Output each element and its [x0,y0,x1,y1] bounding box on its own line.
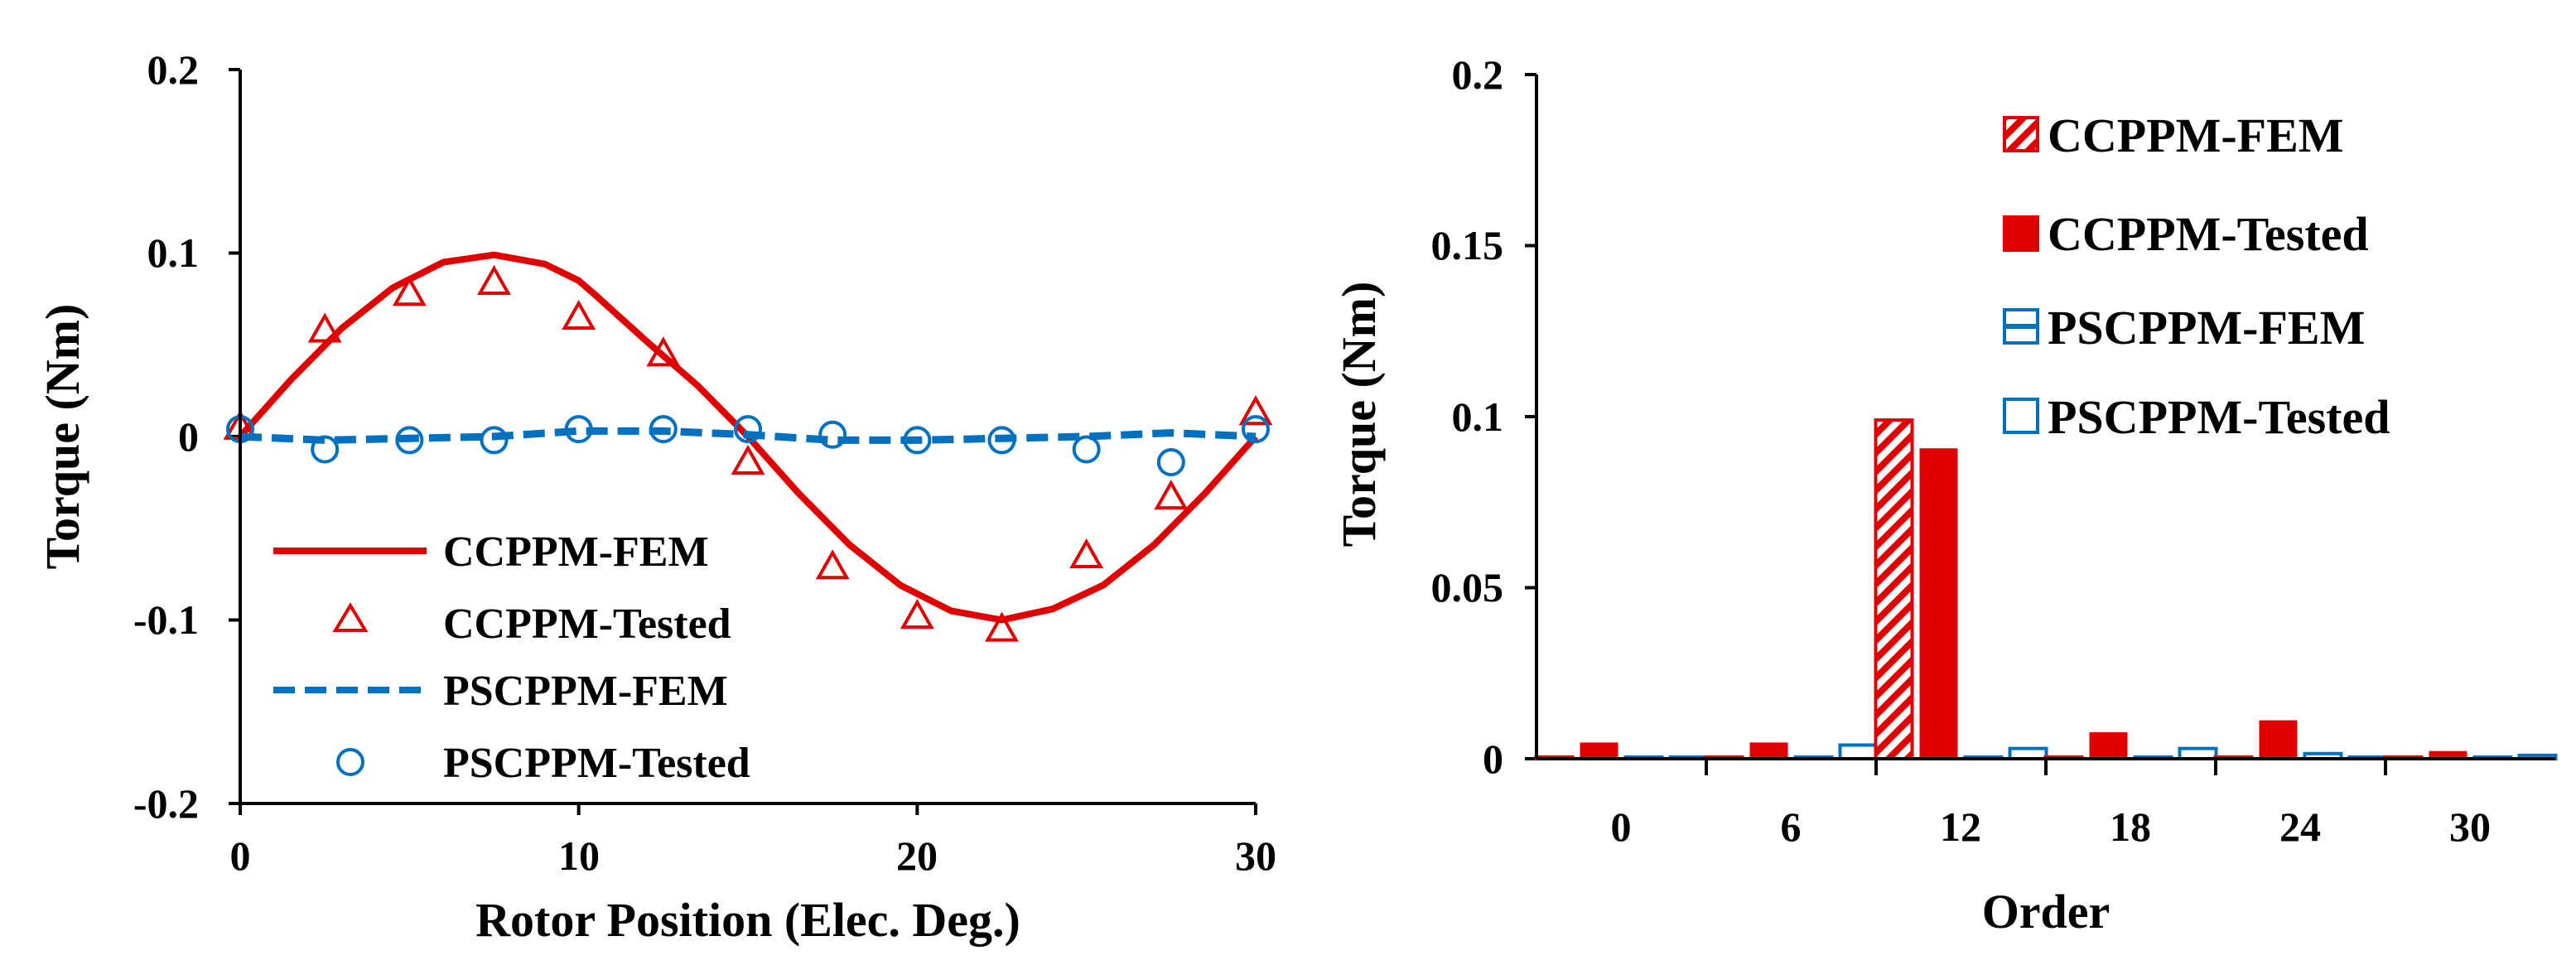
right-legend: CCPPM-FEM CCPPM-Tested PSCPPM-FEM PSCPPM… [2003,109,2390,444]
right-x-tick-labels: 0 6 12 18 24 30 [1611,803,2492,850]
point-ccppm-tested [1069,538,1104,568]
legend-label: PSCPPM-FEM [2048,301,2365,355]
legend-entry-pscppm-fem: PSCPPM-FEM [273,668,728,715]
point-ccppm-tested [900,599,934,630]
legend-swatch-solid [2003,215,2039,252]
bar-pscppm-tested-order-6 [1838,743,1879,760]
left-x-tick-label: 0 [230,832,251,879]
point-pscppm-tested [903,426,932,455]
bar-ccppm-tested-order-12 [1919,448,1958,760]
legend-label: PSCPPM-FEM [443,668,728,715]
point-pscppm-tested [1156,448,1185,477]
left-legend: CCPPM-FEM CCPPM-Tested PSCPPM-FEM PSCPPM… [273,528,750,787]
point-pscppm-tested [649,415,678,444]
legend-label: CCPPM-FEM [443,528,709,576]
point-pscppm-tested [987,426,1016,455]
right-bars [1534,418,2558,760]
point-pscppm-tested [1242,415,1270,444]
point-pscppm-tested [564,415,593,444]
series-line-pscppm-fem [239,427,1257,444]
legend-label: CCPPM-Tested [2048,207,2369,261]
point-ccppm-tested [1154,480,1189,510]
left-series-marks [223,251,1273,642]
right-y-axis-title: Torque (Nm) [1332,282,1386,548]
right-y-tick-label: 0 [1483,736,1503,782]
left-y-tick-label: 0 [178,413,199,460]
left-x-axis-title: Rotor Position (Elec. Deg.) [475,893,1020,947]
legend-label: PSCPPM-Tested [2048,390,2390,444]
left-y-tick-label: -0.1 [133,596,199,643]
point-pscppm-tested [734,415,762,444]
legend-entry-ccppm-tested: CCPPM-Tested [332,601,731,648]
left-y-tick-labels: 0.2 0.1 0 -0.1 -0.2 [133,46,199,827]
legend-label: PSCPPM-Tested [443,740,750,787]
legend-entry-pscppm-tested: PSCPPM-Tested [2003,390,2390,444]
right-y-tick-label: 0.05 [1431,564,1504,610]
point-ccppm-tested [815,549,850,580]
bar-ccppm-tested-order-24 [2259,720,2298,760]
left-y-axis-title: Torque (Nm) [36,304,89,570]
left-x-tick-label: 20 [896,832,938,879]
legend-swatch-hollow [2003,398,2039,434]
point-ccppm-tested [307,312,342,343]
right-x-tick-label: 6 [1781,803,1802,850]
bar-ccppm-tested-order-6 [1749,742,1788,760]
left-x-tick-label: 10 [558,832,600,879]
bar-ccppm-tested-order-18 [2089,732,2128,760]
right-y-tick-label: 0.2 [1452,51,1504,98]
legend-entry-ccppm-fem: CCPPM-FEM [2003,109,2344,162]
bar-ccppm-fem-order-12 [1874,418,1914,760]
legend-label: CCPPM-FEM [2048,109,2344,162]
point-ccppm-tested [731,444,765,475]
series-line-ccppm-fem [238,251,1258,624]
point-ccppm-tested [392,276,427,306]
legend-label: CCPPM-Tested [443,601,731,648]
right-x-tick-label: 12 [1940,803,1981,850]
legend-entry-pscppm-tested: PSCPPM-Tested [336,740,750,787]
point-pscppm-tested [395,426,424,455]
legend-entry-ccppm-fem: CCPPM-FEM [273,528,709,576]
right-x-tick-label: 30 [2449,803,2491,850]
bar-ccppm-tested-order-0 [1580,742,1618,760]
legend-swatch-hatched [2003,116,2039,152]
right-y-tick-label: 0.15 [1431,222,1504,268]
point-ccppm-tested [1238,395,1273,426]
point-pscppm-tested [1072,435,1101,464]
point-pscppm-tested [818,420,847,449]
right-x-axis-title: Order [1982,885,2110,938]
left-y-tick-label: -0.2 [133,780,199,827]
legend-entry-pscppm-fem: PSCPPM-FEM [2003,301,2365,355]
right-y-tick-label: 0.1 [1452,393,1504,440]
point-ccppm-tested [477,264,511,295]
point-pscppm-tested [480,426,509,455]
legend-swatch-triangle [332,602,369,632]
right-x-tick-label: 18 [2110,803,2151,850]
torque-harmonic-bar-chart: 0.2 0.15 0.1 0.05 0 0 6 12 18 24 30 Orde… [1332,51,2558,938]
left-y-tick-label: 0.2 [147,46,200,93]
right-axes-ticks [1525,73,2387,775]
legend-entry-ccppm-tested: CCPPM-Tested [2003,207,2369,261]
left-x-tick-label: 30 [1235,832,1276,879]
point-ccppm-tested [985,611,1019,642]
point-ccppm-tested [646,336,681,367]
point-pscppm-tested [311,435,340,464]
torque-waveform-chart: 0.2 0.1 0 -0.1 -0.2 0 10 20 30 Rotor Pos… [36,46,1276,947]
right-x-tick-label: 0 [1611,803,1632,850]
left-x-tick-labels: 0 10 20 30 [230,832,1277,879]
right-x-tick-label: 24 [2279,803,2321,850]
left-y-tick-label: 0.1 [147,229,200,276]
legend-swatch-circle [336,748,364,776]
right-y-tick-labels: 0.2 0.15 0.1 0.05 0 [1431,51,1504,782]
point-ccppm-tested [562,299,596,331]
